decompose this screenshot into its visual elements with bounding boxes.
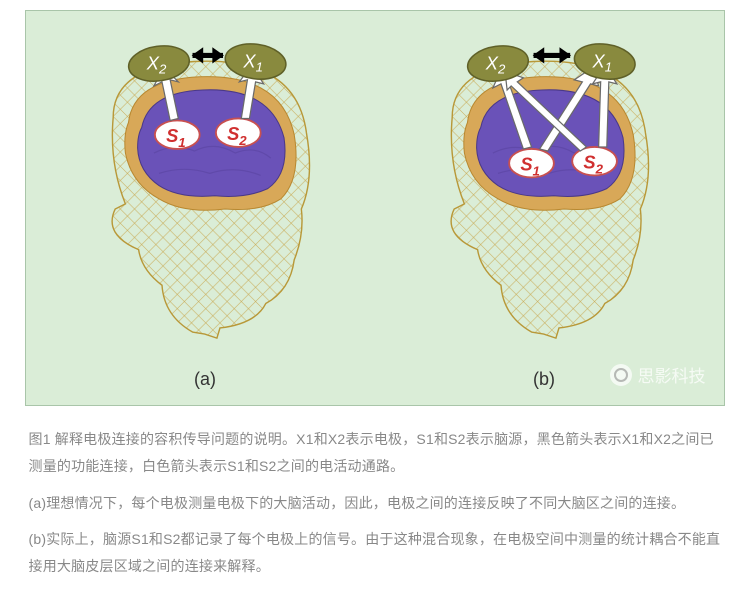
s1-label: S xyxy=(166,125,179,146)
s2-sub-b: 2 xyxy=(595,161,604,176)
s2-label-b: S xyxy=(584,151,597,172)
panel-a-label: (a) xyxy=(42,369,367,390)
s1-sub: 1 xyxy=(179,135,186,150)
x1-label-a: X xyxy=(243,51,257,72)
figure-panel: S1 S2 X2 X1 xyxy=(25,10,725,406)
x2-label-a: X xyxy=(146,53,160,74)
panel-b: S1 S2 xyxy=(381,31,706,390)
panel-b-svg: S1 S2 xyxy=(381,31,706,356)
s1-label-b: S xyxy=(521,153,534,174)
arrow-x1x2-b xyxy=(534,48,571,62)
panel-a-svg: S1 S2 X2 X1 xyxy=(42,31,367,356)
captions: 图1 解释电极连接的容积传导问题的说明。X1和X2表示电极，S1和S2表示脑源，… xyxy=(25,426,725,579)
caption-3: (b)实际上，脑源S1和S2都记录了每个电极上的信号。由于这种混合现象，在电极空… xyxy=(29,526,721,579)
watermark: 思影科技 xyxy=(610,362,706,387)
caption-1: 图1 解释电极连接的容积传导问题的说明。X1和X2表示电极，S1和S2表示脑源，… xyxy=(29,426,721,479)
x1-sub-a: 1 xyxy=(256,60,263,75)
arrow-x1x2-a xyxy=(193,48,224,62)
x2-sub-b: 2 xyxy=(497,62,506,77)
s1-sub-b: 1 xyxy=(533,163,540,178)
x1-label-b: X xyxy=(592,51,606,72)
x2-sub-a: 2 xyxy=(158,62,167,77)
panel-a: S1 S2 X2 X1 xyxy=(42,31,367,390)
x2-label-b: X xyxy=(485,53,499,74)
x1-sub-b: 1 xyxy=(605,60,612,75)
s2-label: S xyxy=(227,123,240,144)
panels-row: S1 S2 X2 X1 xyxy=(36,31,714,390)
caption-2: (a)理想情况下，每个电极测量电极下的大脑活动，因此，电极之间的连接反映了不同大… xyxy=(29,490,721,517)
s2-sub: 2 xyxy=(239,133,248,148)
watermark-icon xyxy=(610,364,632,386)
watermark-text: 思影科技 xyxy=(638,362,706,387)
